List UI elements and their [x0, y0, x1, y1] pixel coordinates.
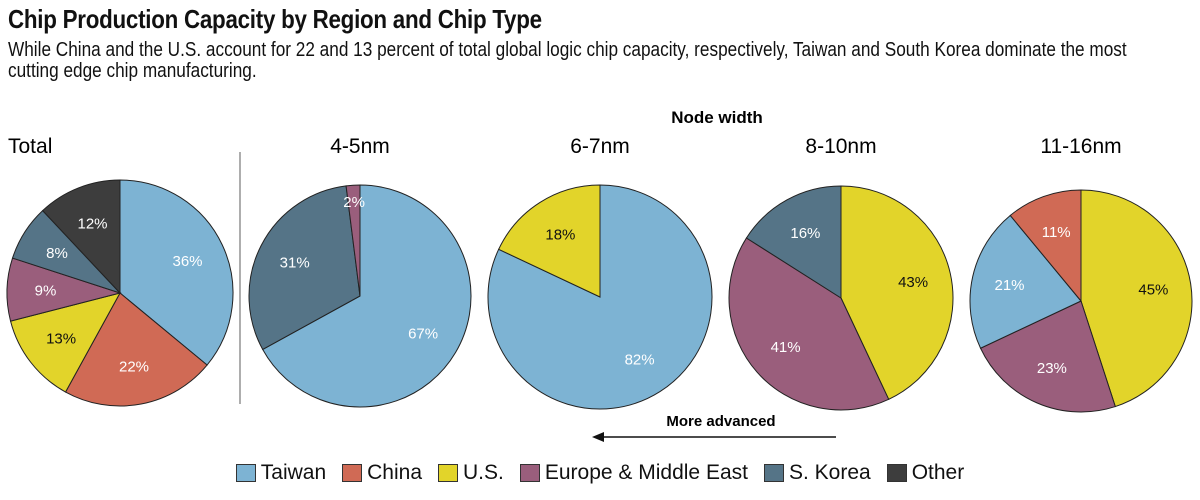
slice-label: 67%	[408, 325, 438, 342]
slice-taiwan	[119, 179, 234, 366]
pies-group: Total 36% 22% 13% 9% 8% 12% 4-5nm 67% 31% 2% 6-7nm 8…	[6, 135, 1193, 413]
slice-label: 82%	[625, 351, 655, 368]
slice-label: 31%	[280, 255, 310, 272]
legend-swatch	[438, 464, 459, 482]
slice-u-s	[497, 184, 601, 298]
pie-11-16nm: 11-16nm 45% 23% 21% 11%	[969, 135, 1193, 413]
legend-label: S. Korea	[788, 461, 871, 484]
slice-u-s	[840, 185, 954, 401]
slice-label: 43%	[898, 274, 928, 291]
legend-label: U.S.	[463, 461, 504, 484]
slice-europe-middle-east	[979, 300, 1116, 413]
slice-label: 12%	[77, 216, 107, 233]
slice-label: 8%	[46, 245, 68, 262]
legend-label: Europe & Middle East	[544, 461, 748, 484]
slice-taiwan	[262, 184, 472, 408]
slice-label: 16%	[790, 225, 820, 242]
legend-swatch	[235, 464, 256, 482]
legend: Taiwan China U.S. Europe & Middle East S. Ko…	[0, 461, 1200, 485]
slice-label: 18%	[545, 227, 575, 244]
pie-title: 8-10nm	[805, 135, 876, 158]
slice-label: 13%	[46, 331, 76, 348]
legend-item-taiwan: Taiwan	[235, 461, 327, 485]
chart-subtitle: While China and the U.S. account for 22 …	[8, 39, 1127, 82]
slice-u-s	[1080, 189, 1193, 408]
legend-swatch	[519, 464, 540, 482]
pie-total: Total 36% 22% 13% 9% 8% 12%	[6, 135, 234, 407]
slice-china	[64, 292, 208, 407]
legend-swatch	[763, 464, 784, 482]
pie-6-7nm: 6-7nm 82% 18%	[487, 135, 713, 410]
pie-title: 4-5nm	[330, 135, 390, 158]
legend-item-other: Other	[886, 461, 965, 485]
slice-label: 41%	[771, 339, 801, 356]
legend-item-europe-middle-east: Europe & Middle East	[519, 461, 748, 485]
slice-taiwan	[969, 214, 1082, 349]
pie-title: 6-7nm	[570, 135, 630, 158]
advanced-arrow-head	[592, 432, 604, 442]
pie-4-5nm: 4-5nm 67% 31% 2%	[248, 135, 472, 408]
slice-label: 9%	[35, 283, 57, 300]
more-advanced-label: More advanced	[666, 413, 775, 430]
slice-label: 23%	[1037, 360, 1067, 377]
slice-s-korea	[248, 185, 361, 351]
legend-item-s-korea: S. Korea	[763, 461, 871, 485]
slice-china	[1009, 189, 1082, 303]
slice-label: 21%	[994, 277, 1024, 294]
pie-title: 11-16nm	[1040, 135, 1121, 158]
node-width-label: Node width	[671, 108, 763, 127]
legend-swatch	[886, 464, 907, 482]
slice-label: 22%	[119, 358, 149, 375]
legend-label: Other	[911, 461, 965, 484]
slice-label: 36%	[172, 253, 202, 270]
slice-label: 45%	[1138, 282, 1168, 299]
slice-label: 2%	[343, 194, 365, 211]
legend-label: Taiwan	[260, 461, 327, 484]
slice-europe-middle-east	[728, 237, 890, 411]
pie-8-10nm: 8-10nm 43% 41% 16%	[728, 135, 954, 411]
slice-u-s	[9, 292, 121, 393]
legend-item-u-s: U.S.	[438, 461, 504, 485]
legend-swatch	[342, 464, 363, 482]
pie-title: Total	[8, 135, 52, 158]
slice-other	[41, 179, 121, 295]
legend-label: China	[367, 461, 423, 484]
slice-s-korea	[745, 185, 842, 299]
slice-label: 11%	[1042, 224, 1071, 241]
legend-item-china: China	[342, 461, 422, 485]
slice-europe-middle-east	[345, 184, 361, 297]
chart-title: Chip Production Capacity by Region and C…	[8, 4, 542, 34]
